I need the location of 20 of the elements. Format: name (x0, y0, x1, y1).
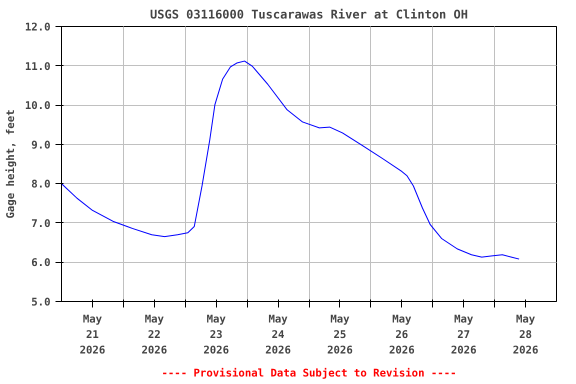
y-tick-label: 11.0 (24, 60, 51, 73)
x-tick-label: May 28 2026 (512, 312, 538, 357)
text: ---- Provisional Data Subject to Revision ---- (161, 366, 457, 380)
y-tick-label: 9.0 (31, 138, 51, 152)
x-tick-label: May 21 2026 (80, 312, 106, 357)
y-tick-label: 10.0 (24, 99, 51, 112)
x-tick-label: May 24 2026 (265, 312, 291, 357)
y-tick-label: 7.0 (31, 216, 51, 230)
x-tick-label: May 22 2026 (141, 312, 168, 357)
y-tick-label: 6.0 (31, 256, 51, 270)
y-tick-label: 8.0 (31, 178, 51, 191)
y-tick-label: 12.0 (24, 20, 51, 34)
y-axis-title: Gage height, feet (4, 109, 17, 219)
x-tick-label: May 27 2026 (450, 312, 477, 357)
y-tick-label: 5.0 (31, 296, 51, 308)
x-tick-label: May 25 2026 (327, 312, 353, 357)
x-tick-label: May 23 2026 (203, 312, 230, 357)
x-tick-label: May 26 2026 (388, 312, 415, 357)
chart-title: USGS 03116000 Tuscarawas River at Clinton OH (150, 8, 468, 22)
line-series (62, 60, 520, 260)
